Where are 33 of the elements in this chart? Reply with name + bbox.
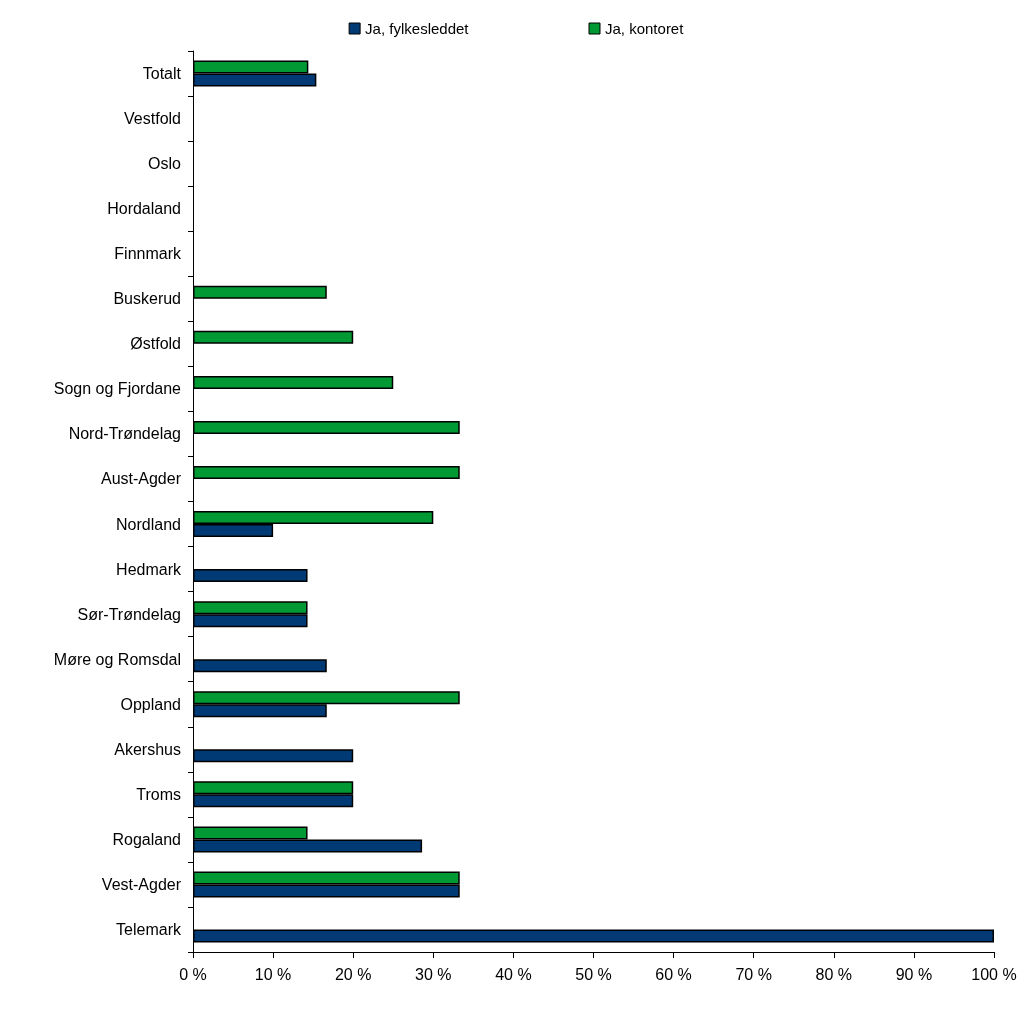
x-tick-label: 100 % — [971, 965, 1017, 983]
y-tick-label: Østfold — [130, 335, 181, 353]
x-tick-label: 40 % — [495, 965, 532, 983]
y-tick-label: Totalt — [142, 65, 182, 83]
y-tick-label: Aust-Agder — [100, 470, 182, 488]
y-tick-label: Vest-Agder — [101, 875, 182, 893]
x-tick-label: 20 % — [334, 965, 372, 983]
x-tick-label: 60 % — [655, 965, 692, 983]
y-tick-label: Telemark — [116, 920, 182, 938]
y-tick-label: Oppland — [120, 695, 181, 713]
y-tick-label: Sogn og Fjordane — [53, 380, 182, 398]
y-tick-label: Hordaland — [107, 200, 181, 218]
x-tick-label: 80 % — [815, 965, 853, 983]
y-tick-label: Nordland — [116, 515, 181, 533]
y-tick-label: Hedmark — [116, 560, 182, 578]
y-tick-label: Buskerud — [113, 290, 181, 308]
x-tick-label: 30 % — [415, 965, 452, 983]
y-tick-label: Troms — [136, 785, 181, 803]
x-tick-label: 0 % — [179, 965, 207, 983]
y-tick-label: Møre og Romsdal — [53, 650, 181, 668]
x-tick-label: 10 % — [254, 965, 292, 983]
y-tick-label: Sør-Trøndelag — [77, 605, 181, 623]
x-tick-label: 50 % — [575, 965, 612, 983]
y-tick-label: Vestfold — [124, 110, 181, 128]
y-tick-label: Nord-Trøndelag — [68, 425, 181, 443]
x-tick-label: 90 % — [895, 965, 933, 983]
legend-label: Ja, kontoret — [605, 20, 685, 37]
legend-label: Ja, fylkesleddet — [365, 20, 470, 37]
y-tick-label: Akershus — [114, 740, 181, 758]
y-tick-label: Oslo — [148, 155, 182, 173]
y-tick-label: Finnmark — [114, 245, 182, 263]
x-tick-label: 70 % — [735, 965, 772, 983]
y-tick-label: Rogaland — [112, 830, 181, 848]
